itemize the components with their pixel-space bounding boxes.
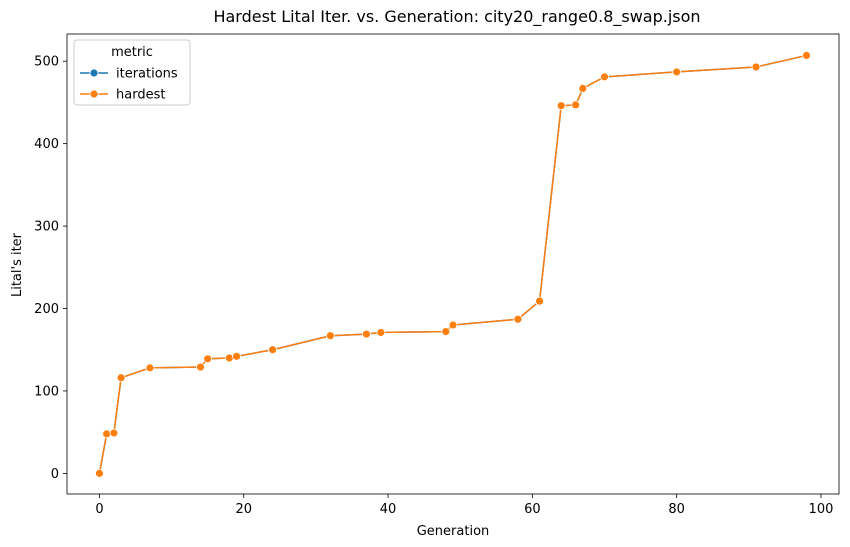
plot-area xyxy=(95,51,811,478)
x-tick-label: 100 xyxy=(809,502,834,517)
data-point-hardest xyxy=(376,328,386,337)
x-tick-label: 80 xyxy=(668,502,685,517)
legend-label-hardest: hardest xyxy=(116,88,165,103)
plot-frame xyxy=(66,33,840,495)
data-point-hardest xyxy=(802,51,811,60)
axes: 0 20 40 60 80 100 0 100 200 300 400 500 xyxy=(34,33,840,517)
data-point-hardest xyxy=(571,100,581,110)
data-point-hardest xyxy=(362,329,371,339)
data-point-hardest xyxy=(116,373,126,383)
data-point-hardest xyxy=(268,345,278,355)
y-tick-label: 400 xyxy=(34,137,59,152)
data-point-hardest xyxy=(102,429,112,439)
y-tick-label: 300 xyxy=(34,220,59,235)
data-point-hardest xyxy=(325,331,335,341)
series-line-hardest xyxy=(98,54,807,474)
data-point-hardest xyxy=(224,353,234,363)
x-tick-label: 60 xyxy=(524,502,541,517)
data-point-hardest xyxy=(513,314,523,324)
y-tick-label: 100 xyxy=(34,384,59,399)
data-point-hardest xyxy=(203,354,213,364)
y-axis-label: Lital's iter xyxy=(10,232,25,297)
series-line-iterations xyxy=(98,54,807,474)
data-point-hardest xyxy=(751,62,761,72)
legend-swatch-marker-iterations xyxy=(89,68,99,78)
x-tick-label: 40 xyxy=(380,502,397,517)
data-point-hardest xyxy=(535,296,544,306)
data-point-hardest xyxy=(232,351,241,361)
data-point-hardest xyxy=(600,72,609,82)
data-point-hardest xyxy=(441,327,451,337)
x-tick-label: 20 xyxy=(235,502,252,517)
y-tick-label: 0 xyxy=(51,467,59,482)
y-tick-label: 200 xyxy=(34,302,59,317)
legend-swatch-marker-hardest xyxy=(89,89,99,99)
data-point-hardest xyxy=(578,84,588,93)
data-point-hardest xyxy=(109,428,119,438)
legend-box xyxy=(73,39,191,106)
y-tick-label: 500 xyxy=(34,55,59,70)
data-point-hardest xyxy=(196,362,205,372)
x-tick-label: 0 xyxy=(95,502,103,517)
legend: metric iterations hardest xyxy=(73,39,191,106)
data-point-hardest xyxy=(672,67,682,77)
legend-title: metric xyxy=(111,45,153,60)
data-point-hardest xyxy=(448,320,458,330)
legend-label-iterations: iterations xyxy=(116,67,178,82)
data-point-hardest xyxy=(556,101,566,111)
data-point-hardest xyxy=(95,468,104,478)
x-axis-label: Generation xyxy=(417,524,490,539)
chart-title: Hardest Lital Iter. vs. Generation: city… xyxy=(213,7,700,27)
data-point-hardest xyxy=(145,363,155,373)
